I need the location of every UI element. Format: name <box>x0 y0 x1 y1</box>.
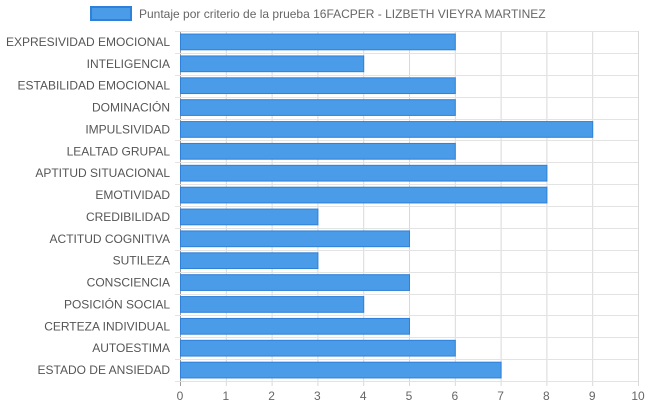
bar[interactable] <box>180 296 365 313</box>
bar[interactable] <box>180 55 365 73</box>
category-label: CREDIBILIDAD <box>86 210 170 224</box>
category-label: AUTOESTIMA <box>92 341 170 355</box>
x-axis-labels: 0 1 2 3 4 5 6 7 8 9 10 <box>177 389 645 403</box>
category-label: EMOTIVIDAD <box>95 188 170 202</box>
x-tick-label: 9 <box>589 389 596 403</box>
y-axis-labels: EXPRESIVIDAD EMOCIONAL INTELIGENCIA ESTABI… <box>6 35 170 377</box>
category-label: CONSCIENCIA <box>87 276 170 290</box>
bar[interactable] <box>180 164 548 182</box>
x-tick-label: 10 <box>631 389 645 403</box>
legend-swatch <box>90 6 132 21</box>
category-label: ACTITUD COGNITIVA <box>50 232 170 246</box>
x-tick-label: 8 <box>543 389 550 403</box>
x-tick-label: 4 <box>360 389 367 403</box>
legend-label: Puntaje por criterio de la prueba 16FACP… <box>139 7 546 21</box>
bar[interactable] <box>180 121 594 138</box>
category-label: ESTABILIDAD EMOCIONAL <box>18 79 171 93</box>
bar[interactable] <box>180 252 319 270</box>
category-label: IMPULSIVIDAD <box>85 122 170 136</box>
bar[interactable] <box>180 77 456 95</box>
bar[interactable] <box>180 33 456 51</box>
x-tick-label: 0 <box>177 389 184 403</box>
bar[interactable] <box>180 361 502 379</box>
x-tick-label: 1 <box>222 389 229 403</box>
x-tick-label: 7 <box>497 389 504 403</box>
bar[interactable] <box>180 142 456 160</box>
bar[interactable] <box>180 99 456 116</box>
x-tick-label: 6 <box>451 389 458 403</box>
bar[interactable] <box>180 208 319 226</box>
legend[interactable]: Puntaje por criterio de la prueba 16FACP… <box>90 6 546 21</box>
bar[interactable] <box>180 317 410 335</box>
category-label: CERTEZA INDIVIDUAL <box>44 319 170 333</box>
x-tick-label: 5 <box>406 389 413 403</box>
bars <box>180 33 594 379</box>
category-label: APTITUD SITUACIONAL <box>35 166 170 180</box>
x-tick-label: 2 <box>268 389 275 403</box>
category-label: DOMINACIÓN <box>92 100 170 115</box>
category-label: LEALTAD GRUPAL <box>67 144 171 158</box>
bar[interactable] <box>180 230 410 248</box>
category-label: SUTILEZA <box>113 254 170 268</box>
bar[interactable] <box>180 339 456 357</box>
category-label: POSICIÓN SOCIAL <box>64 296 170 311</box>
bar[interactable] <box>180 186 548 204</box>
x-tick-label: 3 <box>314 389 321 403</box>
category-label: ESTADO DE ANSIEDAD <box>38 363 171 377</box>
category-label: INTELIGENCIA <box>87 57 170 71</box>
category-label: EXPRESIVIDAD EMOCIONAL <box>6 35 170 49</box>
bar[interactable] <box>180 274 410 291</box>
